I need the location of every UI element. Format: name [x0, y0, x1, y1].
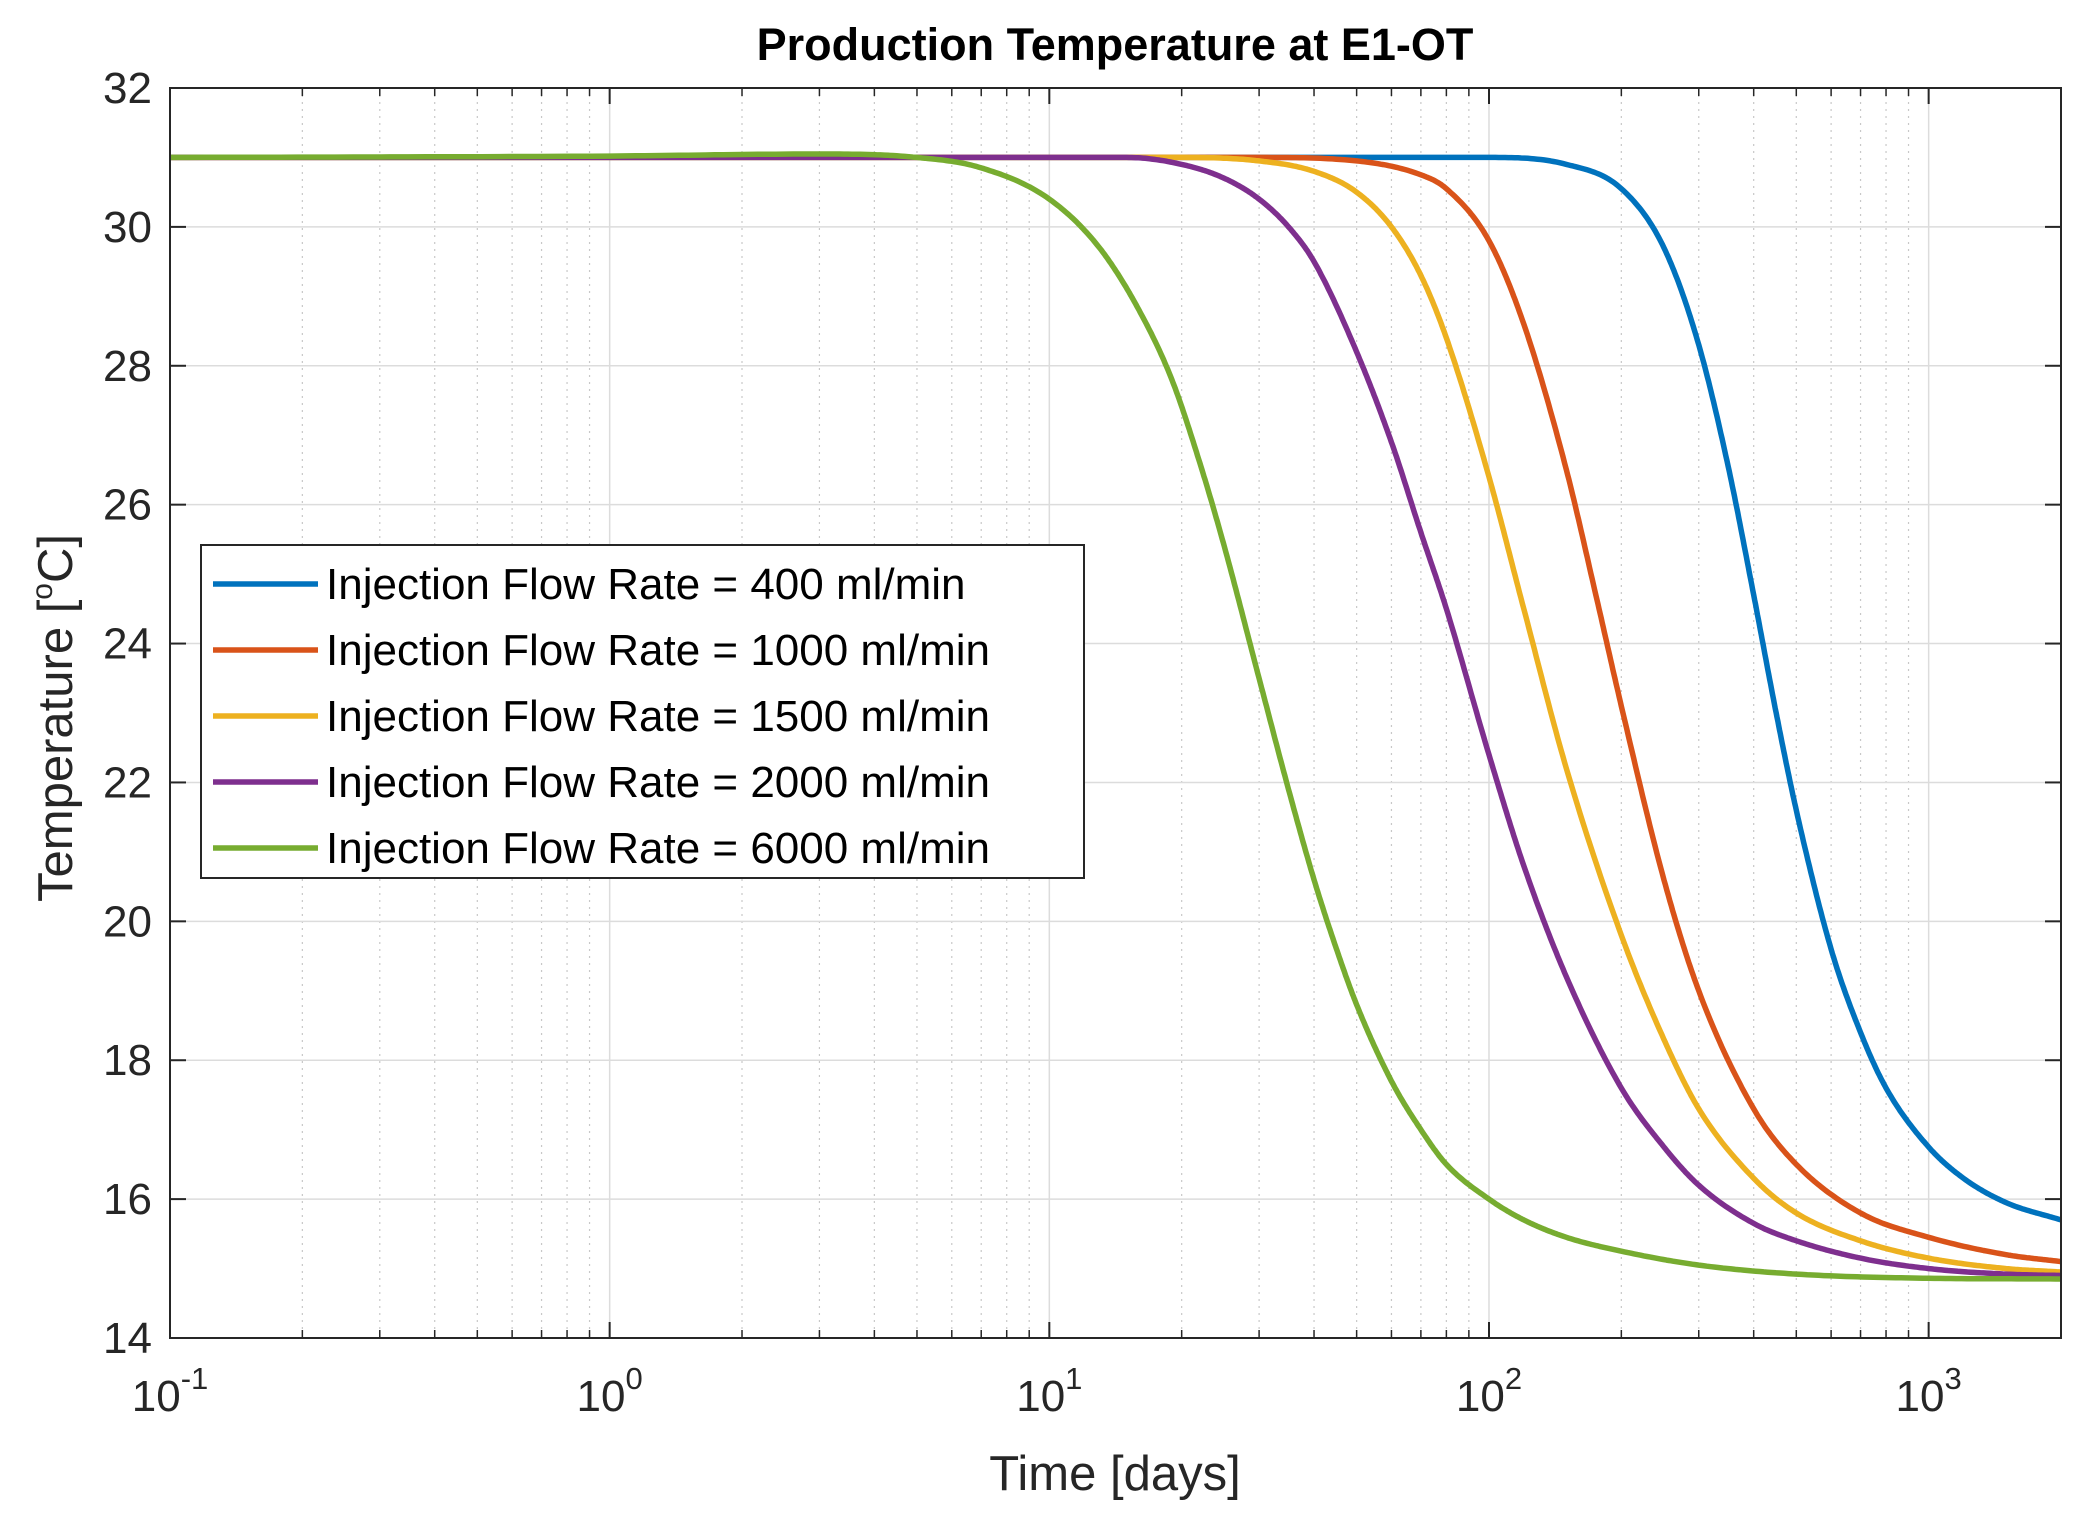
x-tick-label-base: 10 [132, 1372, 181, 1421]
x-tick-label-exponent: 0 [626, 1361, 643, 1396]
x-tick-label-base: 10 [1896, 1372, 1945, 1421]
legend-label-2: Injection Flow Rate = 1000 ml/min [326, 626, 990, 675]
x-tick-label: 10-1 [132, 1361, 209, 1421]
x-tick-label-base: 10 [577, 1372, 626, 1421]
y-tick-label: 32 [103, 64, 152, 113]
legend-label-1: Injection Flow Rate = 400 ml/min [326, 560, 966, 609]
y-tick-label: 30 [103, 203, 152, 252]
y-tick-label: 28 [103, 342, 152, 391]
x-tick-label: 102 [1456, 1361, 1522, 1421]
legend-entries: Injection Flow Rate = 400 ml/min Injectio… [213, 560, 990, 873]
y-tick-label: 24 [103, 620, 152, 669]
y-axis-label-unit: C] [29, 534, 83, 583]
x-tick-label-exponent: 3 [1945, 1361, 1962, 1396]
x-tick-label: 101 [1016, 1361, 1082, 1421]
series-layer [170, 151, 2062, 1282]
y-tick-label: 16 [103, 1175, 152, 1224]
y-axis-label-superscript: o [26, 583, 59, 600]
y-tick-label: 26 [103, 481, 152, 530]
legend-box [200, 544, 1085, 879]
chart-title: Production Temperature at E1-OT [757, 19, 1474, 70]
x-tick-label: 100 [577, 1361, 643, 1421]
x-tick-label-base: 10 [1016, 1372, 1065, 1421]
axis-ticks [169, 87, 2062, 1339]
x-axis-label: Time [days] [989, 1447, 1240, 1501]
series-line-1 [170, 154, 2062, 1223]
legend-label-3: Injection Flow Rate = 1500 ml/min [326, 692, 990, 741]
y-axis-label: Temperature [oC] [26, 534, 83, 902]
plot-frame [169, 87, 2062, 1339]
series-line-4 [170, 154, 2062, 1279]
y-tick-label: 14 [103, 1314, 152, 1363]
series-line-3 [170, 154, 2062, 1275]
series-line-5 [170, 151, 2061, 1282]
y-tick-label: 18 [103, 1036, 152, 1085]
y-tick-labels: 14 16 18 20 22 24 26 28 30 32 [103, 64, 152, 1363]
x-tick-label: 103 [1896, 1361, 1962, 1421]
legend-label-4: Injection Flow Rate = 2000 ml/min [326, 758, 990, 807]
y-tick-label: 22 [103, 758, 152, 807]
x-tick-label-exponent: -1 [181, 1361, 209, 1396]
x-tick-label-base: 10 [1456, 1372, 1505, 1421]
legend-label-5: Injection Flow Rate = 6000 ml/min [326, 824, 990, 873]
x-tick-label-exponent: 2 [1505, 1361, 1522, 1396]
x-tick-label-exponent: 1 [1065, 1361, 1082, 1396]
legend: Injection Flow Rate = 400 ml/min Injectio… [200, 544, 1085, 879]
series-line-2 [170, 154, 2062, 1265]
y-tick-label: 20 [103, 897, 152, 946]
y-axis-label-main: Temperature [ [29, 599, 83, 902]
x-tick-labels: 10-1 100 101 102 103 [132, 1361, 1962, 1421]
